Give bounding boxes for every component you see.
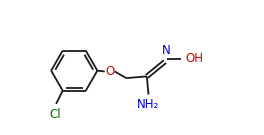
Text: Cl: Cl bbox=[49, 108, 61, 121]
Text: N: N bbox=[162, 44, 170, 58]
Text: O: O bbox=[105, 65, 114, 78]
Text: OH: OH bbox=[186, 52, 204, 65]
Text: NH₂: NH₂ bbox=[137, 98, 160, 111]
